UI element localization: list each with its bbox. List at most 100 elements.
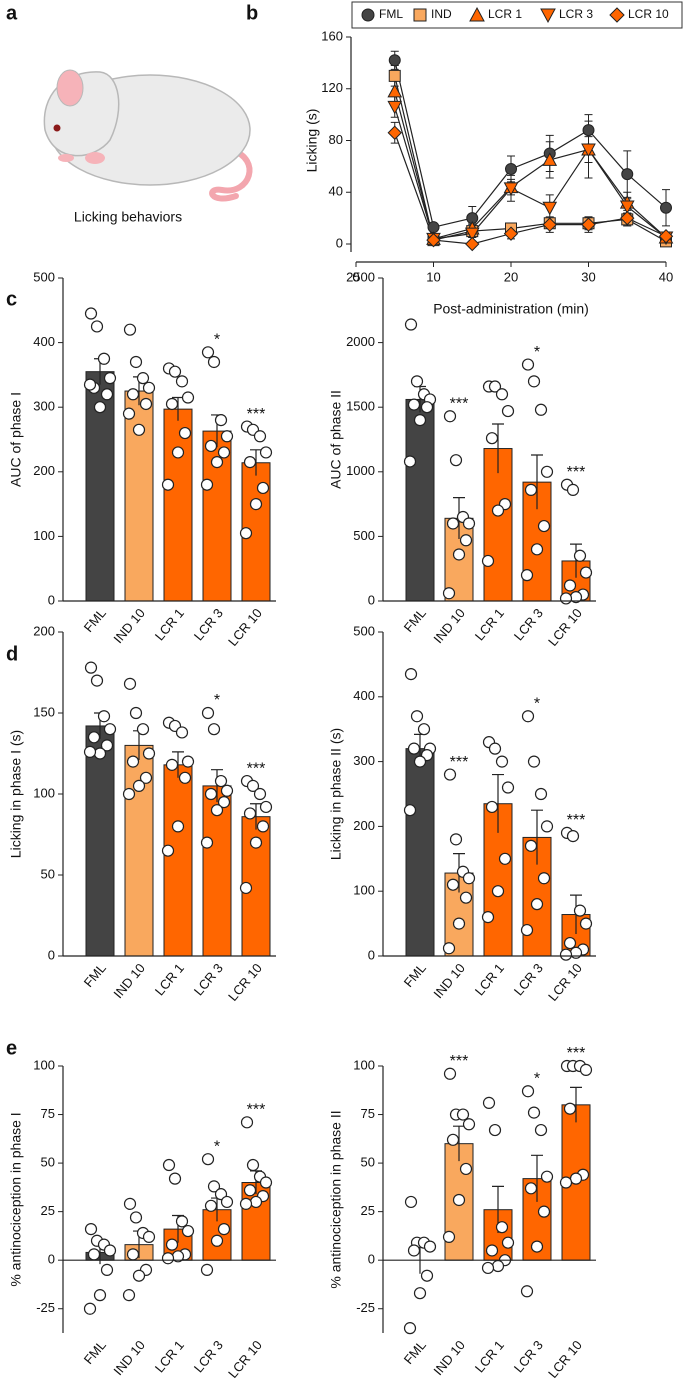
significance: *** — [567, 1045, 586, 1062]
significance: *** — [567, 464, 586, 481]
marker — [387, 125, 402, 140]
y-tick-label: 40 — [329, 184, 343, 199]
data-point — [123, 1197, 137, 1210]
data-point — [201, 346, 215, 359]
data-point — [132, 779, 146, 793]
data-point — [171, 820, 185, 833]
data-point — [210, 804, 224, 817]
y-tick-label: 200 — [33, 463, 55, 478]
data-point — [482, 1096, 496, 1109]
data-point — [403, 804, 417, 817]
marker — [619, 200, 635, 215]
y-axis-label: % antinociception in phase I — [8, 1112, 24, 1286]
y-tick-label: 50 — [41, 1155, 55, 1170]
data-point — [126, 388, 140, 401]
data-point — [459, 534, 473, 547]
marker — [387, 83, 403, 98]
legend-marker — [469, 6, 485, 22]
data-point — [83, 1302, 97, 1315]
marker — [387, 100, 403, 115]
data-point — [132, 1269, 146, 1282]
data-point — [103, 1244, 117, 1257]
data-point — [481, 1261, 495, 1275]
legend-label: LCR 1 — [488, 7, 522, 21]
data-point — [204, 787, 218, 801]
data-point — [126, 755, 140, 768]
data-point — [256, 820, 270, 833]
data-point — [491, 885, 505, 898]
mouse-paw — [85, 152, 105, 164]
y-axis-label: Licking (s) — [304, 109, 320, 173]
data-point — [214, 774, 228, 788]
data-point — [524, 483, 538, 496]
data-point — [404, 1195, 418, 1209]
data-point — [403, 455, 417, 468]
data-point — [452, 1193, 466, 1207]
data-point — [100, 739, 114, 752]
data-point — [139, 397, 153, 411]
data-point — [446, 1133, 460, 1146]
data-point — [530, 898, 544, 911]
y-tick-label: 0 — [48, 592, 55, 607]
data-point — [579, 1063, 593, 1076]
mouse-tail — [209, 147, 253, 202]
y-tick-label: 300 — [33, 399, 55, 414]
data-point — [521, 710, 535, 723]
significance: *** — [247, 760, 266, 777]
data-point — [217, 446, 231, 459]
x-tick-label: 40 — [659, 269, 673, 284]
data-point — [413, 1287, 427, 1300]
y-tick-label: 500 — [353, 623, 375, 638]
mouse-nose — [58, 154, 74, 162]
x-tick-label: LCR 1 — [152, 1337, 187, 1375]
data-point — [563, 1102, 577, 1115]
data-point — [200, 836, 214, 849]
data-point — [90, 674, 104, 687]
data-point — [256, 481, 270, 495]
data-point — [136, 723, 150, 736]
data-point — [530, 543, 544, 556]
x-tick-label: FML — [81, 960, 109, 990]
y-axis-label: AUC of phase II — [328, 390, 344, 489]
data-point — [178, 426, 192, 440]
x-tick-label: 30 — [581, 269, 595, 284]
x-tick-label: IND 10 — [110, 605, 148, 646]
marker — [503, 226, 519, 241]
data-point — [563, 936, 577, 950]
y-tick-label: 2000 — [346, 334, 375, 349]
x-tick-label: IND 10 — [110, 960, 148, 1001]
data-point — [210, 1234, 224, 1247]
data-point — [123, 677, 137, 690]
significance: *** — [247, 406, 266, 423]
y-axis-label: Licking in phase I (s) — [8, 730, 24, 858]
y-tick-label: 1000 — [346, 463, 375, 478]
x-tick-label: LCR 3 — [511, 1337, 546, 1375]
data-point — [93, 1289, 107, 1302]
x-tick-label: LCR 1 — [152, 960, 187, 998]
data-point — [563, 579, 577, 592]
data-point — [103, 372, 117, 385]
data-point — [524, 839, 538, 852]
data-point — [207, 355, 221, 369]
data-point — [559, 592, 573, 605]
x-tick-label: LCR 1 — [152, 605, 187, 643]
data-point — [569, 1172, 583, 1185]
data-point — [442, 587, 456, 600]
data-point — [246, 1158, 260, 1172]
data-point — [253, 430, 267, 443]
x-tick-label: LCR 1 — [472, 605, 507, 643]
data-point — [485, 800, 499, 814]
x-tick-label: LCR 3 — [191, 1337, 226, 1375]
bar — [124, 390, 154, 602]
data-point — [207, 723, 221, 736]
data-point — [501, 1236, 515, 1249]
data-point — [520, 1285, 534, 1298]
y-tick-label: 160 — [321, 28, 343, 43]
data-point — [534, 787, 548, 801]
data-point — [488, 1123, 502, 1137]
data-point — [537, 1205, 551, 1218]
data-point — [181, 1224, 195, 1238]
significance: * — [214, 692, 220, 709]
data-point — [442, 1230, 456, 1243]
data-point — [122, 1289, 136, 1302]
